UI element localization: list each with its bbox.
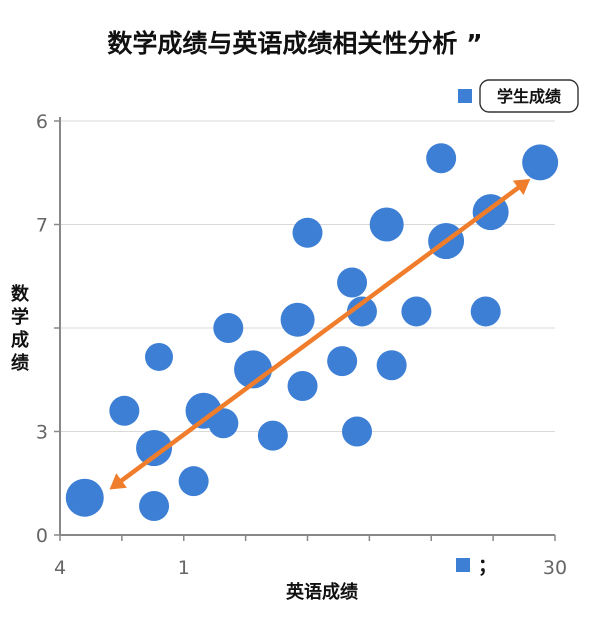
data-points: [65, 143, 559, 522]
data-point: [139, 491, 170, 522]
legend-box: [479, 79, 579, 113]
axes: [59, 117, 556, 541]
data-point: [213, 313, 244, 343]
x-axis-label: 英语成绩: [285, 581, 358, 603]
y-tick-label: 7: [36, 215, 48, 237]
data-point: [401, 296, 432, 327]
data-point: [136, 430, 173, 467]
data-point: [522, 144, 559, 181]
x-tick-label: 1: [178, 557, 190, 579]
data-point: [470, 296, 501, 327]
y-tick-label: 0: [36, 525, 48, 547]
legend-swatch: [458, 89, 472, 103]
y-tick-label: 6: [36, 111, 48, 133]
data-point: [280, 302, 315, 337]
x-tick-labels: 4 1 30: [54, 557, 567, 579]
data-point: [342, 416, 372, 447]
legend-label: 学生成绩: [497, 87, 561, 106]
data-point: [327, 346, 358, 377]
trend-arrowhead: [512, 178, 531, 196]
x-tick-label: 4: [54, 557, 66, 579]
y-tick-label: 3: [36, 422, 48, 444]
x-tick-label: 30: [543, 557, 567, 579]
trend-arrowhead: [109, 473, 127, 490]
data-point: [337, 267, 368, 298]
chart-title: 数学成绩与英语成绩相关性分析 ”: [107, 29, 482, 58]
data-point: [376, 350, 407, 381]
data-point: [257, 420, 288, 451]
trend-arrow: [109, 178, 531, 490]
data-point: [369, 207, 404, 242]
data-point: [178, 466, 209, 497]
trend-line: [116, 183, 524, 486]
data-point: [292, 217, 323, 248]
data-point: [109, 395, 140, 426]
bottom-marker-swatch: [456, 558, 470, 572]
data-point: [346, 296, 377, 327]
bottom-marker-text: ；: [478, 555, 497, 577]
data-point: [426, 143, 457, 174]
y-axis-label: 数学成绩: [11, 283, 30, 374]
legend: 学生成绩: [458, 79, 579, 113]
data-point: [208, 408, 239, 439]
data-point: [287, 370, 318, 401]
data-point: [145, 342, 173, 371]
data-point: [65, 478, 104, 517]
y-tick-labels: 0 3 7 6: [36, 111, 48, 547]
bottom-legend-marker: ；: [456, 555, 497, 577]
